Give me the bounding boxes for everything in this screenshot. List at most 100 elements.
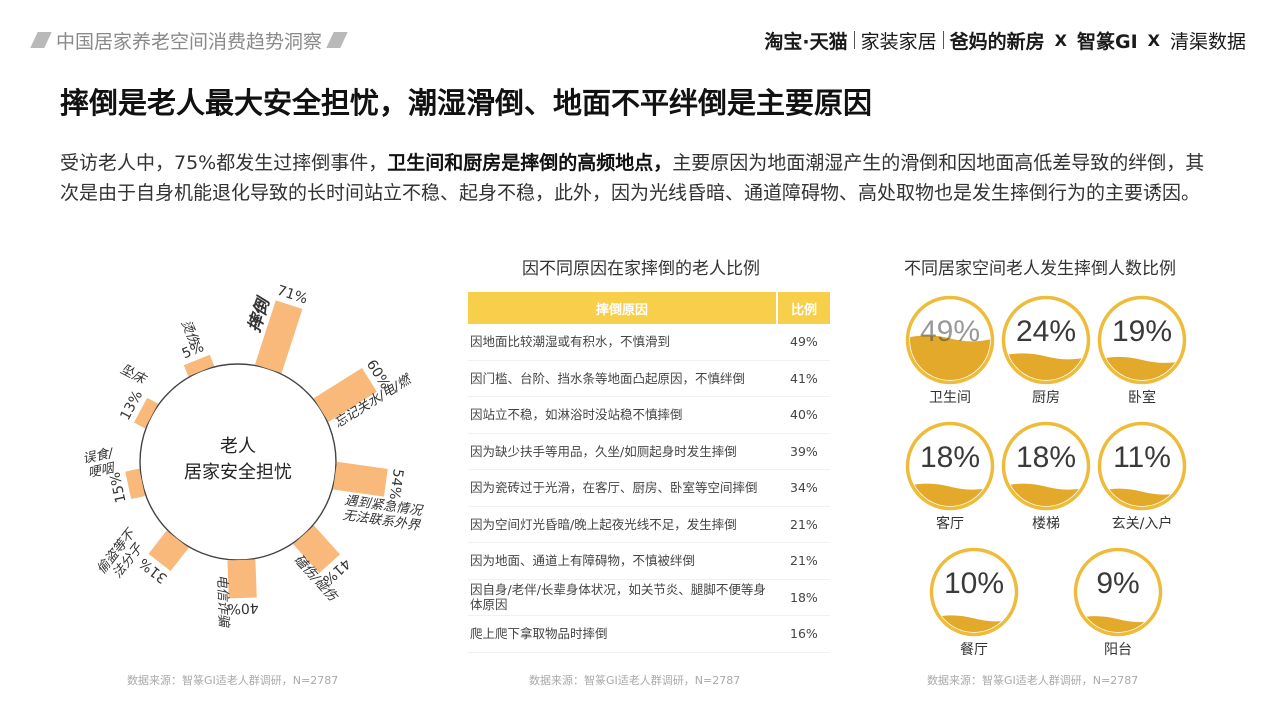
table-row: 因为地面、通道上有障碍物，不慎被绊倒 21% — [468, 543, 830, 580]
radial-category-label: 误食/哽咽 — [81, 445, 119, 482]
table-row: 因为瓷砖过于光滑，在客厅、厨房、卧室等空间摔倒 34% — [468, 470, 830, 507]
radial-bar-group: 5% — [180, 339, 215, 377]
table-cell-reason: 爬上爬下拿取物品时摔倒 — [470, 626, 608, 642]
radial-bar — [125, 468, 146, 500]
table-cell-reason: 因站立不稳，如淋浴时没站稳不慎摔倒 — [470, 407, 683, 423]
table-cell-ratio: 16% — [790, 626, 818, 642]
intro-paragraph: 受访老人中，75%都发生过摔倒事件，卫生间和厨房是摔倒的高频地点，主要原因为地面… — [60, 148, 1220, 208]
bubble-label: 玄关/入户 — [1111, 516, 1173, 532]
radial-bar — [133, 397, 159, 429]
table-row: 因为空间灯光昏暗/晚上起夜光线不足，发生摔倒 21% — [468, 507, 830, 543]
table-cell-ratio: 21% — [790, 553, 818, 569]
bubble-graphic — [929, 547, 1019, 637]
table-cell-reason: 因地面比较潮湿或有积水，不慎滑到 — [470, 334, 671, 350]
home-logo: 家装家居 — [860, 30, 937, 53]
bubble-value: 11% — [1113, 441, 1171, 474]
bubble-ring — [1001, 421, 1091, 511]
cross-mark: X — [1147, 30, 1160, 50]
divider — [942, 31, 944, 49]
radial-bar — [148, 530, 189, 572]
room-bubble: 11% 玄关/入户 — [1097, 421, 1187, 532]
radial-bar — [183, 354, 215, 377]
bubble-ring — [1073, 547, 1163, 637]
bubble-value: 9% — [1096, 567, 1140, 600]
room-bubble: 9% 阳台 — [1073, 547, 1163, 658]
bubble-graphic — [905, 421, 995, 511]
intro-text: 主要原因为地面潮湿产生的滑倒和因地面高低差导致的绊倒，其次是由于自身机能退化导致… — [60, 152, 1205, 204]
radial-category-label: 遇到紧急情况无法联系外界 — [342, 493, 425, 534]
table-cell-ratio: 41% — [790, 370, 818, 386]
qingqu-logo: 清渠数据 — [1169, 30, 1246, 53]
bubble-ring — [1097, 421, 1187, 511]
bubble-label: 阳台 — [1104, 642, 1132, 658]
data-source: 数据来源：智篆GI适老人群调研，N=2787 — [927, 674, 1139, 687]
table-cell-ratio: 49% — [790, 334, 818, 350]
table-cell-ratio: 18% — [790, 589, 818, 605]
radial-bar — [227, 559, 257, 599]
table-cell-ratio: 21% — [790, 516, 818, 532]
table-cell-reason: 因为瓷砖过于光滑，在客厅、厨房、卧室等空间摔倒 — [470, 480, 758, 496]
partner-logos: 淘宝·天猫 家装家居 爸妈的新房 X 智篆GI X 清渠数据 — [764, 26, 1246, 54]
bubble-graphic — [1073, 547, 1163, 637]
table-cell-reason: 因自身/老伴/长辈身体状况，如关节炎、腿脚不便等身体原因 — [470, 582, 766, 613]
table-row: 因地面比较潮湿或有积水，不慎滑到 49% — [468, 324, 830, 361]
bubble-ring — [905, 421, 995, 511]
bubble-value: 24% — [1015, 315, 1077, 348]
page-headline: 摔倒是老人最大安全担忧，潮湿滑倒、地面不平绊倒是主要原因 — [60, 86, 873, 120]
bubble-value: 18% — [1015, 441, 1077, 474]
room-bubble: 24% 厨房 — [1001, 295, 1091, 406]
data-source: 数据来源：智篆GI适老人群调研，N=2787 — [127, 674, 339, 687]
table-body: 因地面比较潮湿或有积水，不慎滑到 49% 因门槛、台阶、挡水条等地面凸起原因，不慎绊… — [468, 324, 830, 653]
table-row: 因门槛、台阶、挡水条等地面凸起原因，不慎绊倒 41% — [468, 361, 830, 397]
reason-table: 摔倒原因 比例 因地面比较潮湿或有积水，不慎滑到 49% 因门槛、台阶、挡水条等地面… — [468, 292, 830, 653]
bubble-value: 19% — [1111, 315, 1173, 348]
room-bubble: 19% 卧室 — [1097, 295, 1187, 406]
radial-bar — [333, 461, 388, 497]
bubble-value: 10% — [943, 567, 1005, 600]
radial-value-label: 54% — [386, 468, 406, 501]
room-bubble: 49% 卫生间 — [905, 295, 995, 406]
bubble-label: 卫生间 — [929, 390, 971, 406]
radial-value-label: 5% — [180, 339, 207, 362]
bubble-value: 18% — [919, 441, 981, 474]
radial-bar-group: 54% — [333, 461, 406, 501]
center-subtitle: 居家安全担忧 — [184, 462, 292, 483]
radial-bar — [313, 367, 377, 422]
table-cell-ratio: 40% — [790, 407, 818, 423]
table-row: 因站立不稳，如淋浴时没站稳不慎摔倒 40% — [468, 397, 830, 434]
radial-bar-group: 71% — [254, 283, 309, 374]
bubble-label: 厨房 — [1032, 390, 1060, 406]
center-title: 老人 — [220, 436, 256, 457]
table-header: 摔倒原因 比例 — [468, 292, 830, 324]
bubble-ring — [1001, 295, 1091, 385]
bubbles-title: 不同居家空间老人发生摔倒人数比例 — [904, 259, 1176, 279]
bubble-graphic — [1001, 421, 1091, 511]
bubble-ring — [929, 547, 1019, 637]
room-bubble: 18% 客厅 — [905, 421, 995, 532]
room-bubble: 10% 餐厅 — [929, 547, 1019, 658]
bubble-label: 餐厅 — [960, 642, 988, 658]
radial-category-label: 偷盗等不法分子 — [94, 525, 151, 586]
room-bubble: 18% 楼梯 — [1001, 421, 1091, 532]
bubble-ring — [905, 295, 995, 385]
radial-category-label: 坠床 — [118, 362, 150, 388]
bubble-label: 客厅 — [936, 516, 964, 532]
table-header-ratio: 比例 — [790, 302, 817, 318]
radial-bar-group: 15% — [107, 468, 146, 505]
table-row: 爬上爬下拿取物品时摔倒 16% — [468, 616, 830, 653]
bubble-label: 楼梯 — [1032, 516, 1060, 532]
bubble-graphic — [1097, 295, 1187, 385]
table-header-reason: 摔倒原因 — [468, 292, 778, 324]
slash-decoration — [326, 32, 348, 48]
radial-bar-chart: 老人居家安全担忧71%摔倒60%忘记关水/电/燃54%遇到紧急情况无法联系外界4… — [81, 283, 425, 629]
radial-value-label: 15% — [107, 471, 129, 505]
divider — [853, 31, 855, 49]
bubble-label: 卧室 — [1128, 390, 1156, 406]
radial-bar — [254, 300, 303, 374]
table-row: 因自身/老伴/长辈身体状况，如关节炎、腿脚不便等身体原因 18% — [468, 580, 830, 616]
bubble-graphic — [905, 295, 995, 385]
gi-logo: 智篆GI — [1076, 30, 1138, 53]
report-title: 中国居家养老空间消费趋势洞察 — [56, 30, 323, 53]
table-row: 因为缺少扶手等用品，久坐/如厕起身时发生摔倒 39% — [468, 434, 830, 470]
radial-category-label: 电信诈骗 — [214, 574, 231, 628]
